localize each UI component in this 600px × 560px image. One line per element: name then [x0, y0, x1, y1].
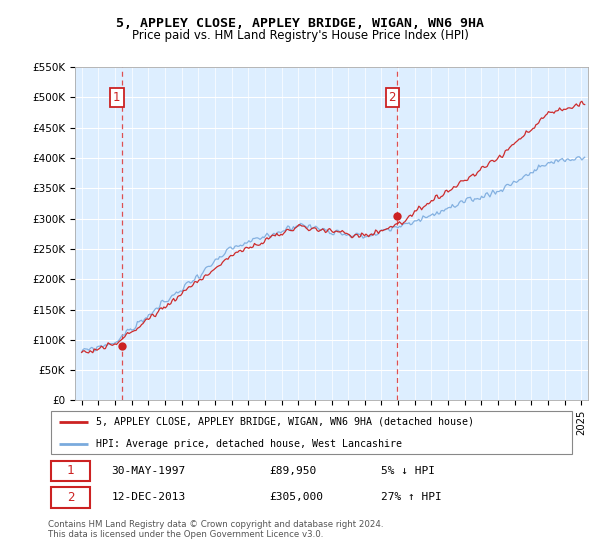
- FancyBboxPatch shape: [50, 410, 572, 455]
- Text: HPI: Average price, detached house, West Lancashire: HPI: Average price, detached house, West…: [95, 438, 401, 449]
- Text: 27% ↑ HPI: 27% ↑ HPI: [380, 492, 442, 502]
- FancyBboxPatch shape: [50, 487, 90, 507]
- Text: 30-MAY-1997: 30-MAY-1997: [112, 466, 185, 476]
- Text: 5, APPLEY CLOSE, APPLEY BRIDGE, WIGAN, WN6 9HA: 5, APPLEY CLOSE, APPLEY BRIDGE, WIGAN, W…: [116, 17, 484, 30]
- Text: 5% ↓ HPI: 5% ↓ HPI: [380, 466, 434, 476]
- Text: 1: 1: [113, 91, 121, 104]
- Text: 2: 2: [67, 491, 74, 504]
- Text: 1: 1: [67, 464, 74, 477]
- Text: £305,000: £305,000: [270, 492, 324, 502]
- Text: 12-DEC-2013: 12-DEC-2013: [112, 492, 185, 502]
- Text: Contains HM Land Registry data © Crown copyright and database right 2024.
This d: Contains HM Land Registry data © Crown c…: [48, 520, 383, 539]
- Text: 2: 2: [389, 91, 396, 104]
- Text: £89,950: £89,950: [270, 466, 317, 476]
- FancyBboxPatch shape: [50, 461, 90, 481]
- Text: Price paid vs. HM Land Registry's House Price Index (HPI): Price paid vs. HM Land Registry's House …: [131, 29, 469, 42]
- Text: 5, APPLEY CLOSE, APPLEY BRIDGE, WIGAN, WN6 9HA (detached house): 5, APPLEY CLOSE, APPLEY BRIDGE, WIGAN, W…: [95, 417, 473, 427]
